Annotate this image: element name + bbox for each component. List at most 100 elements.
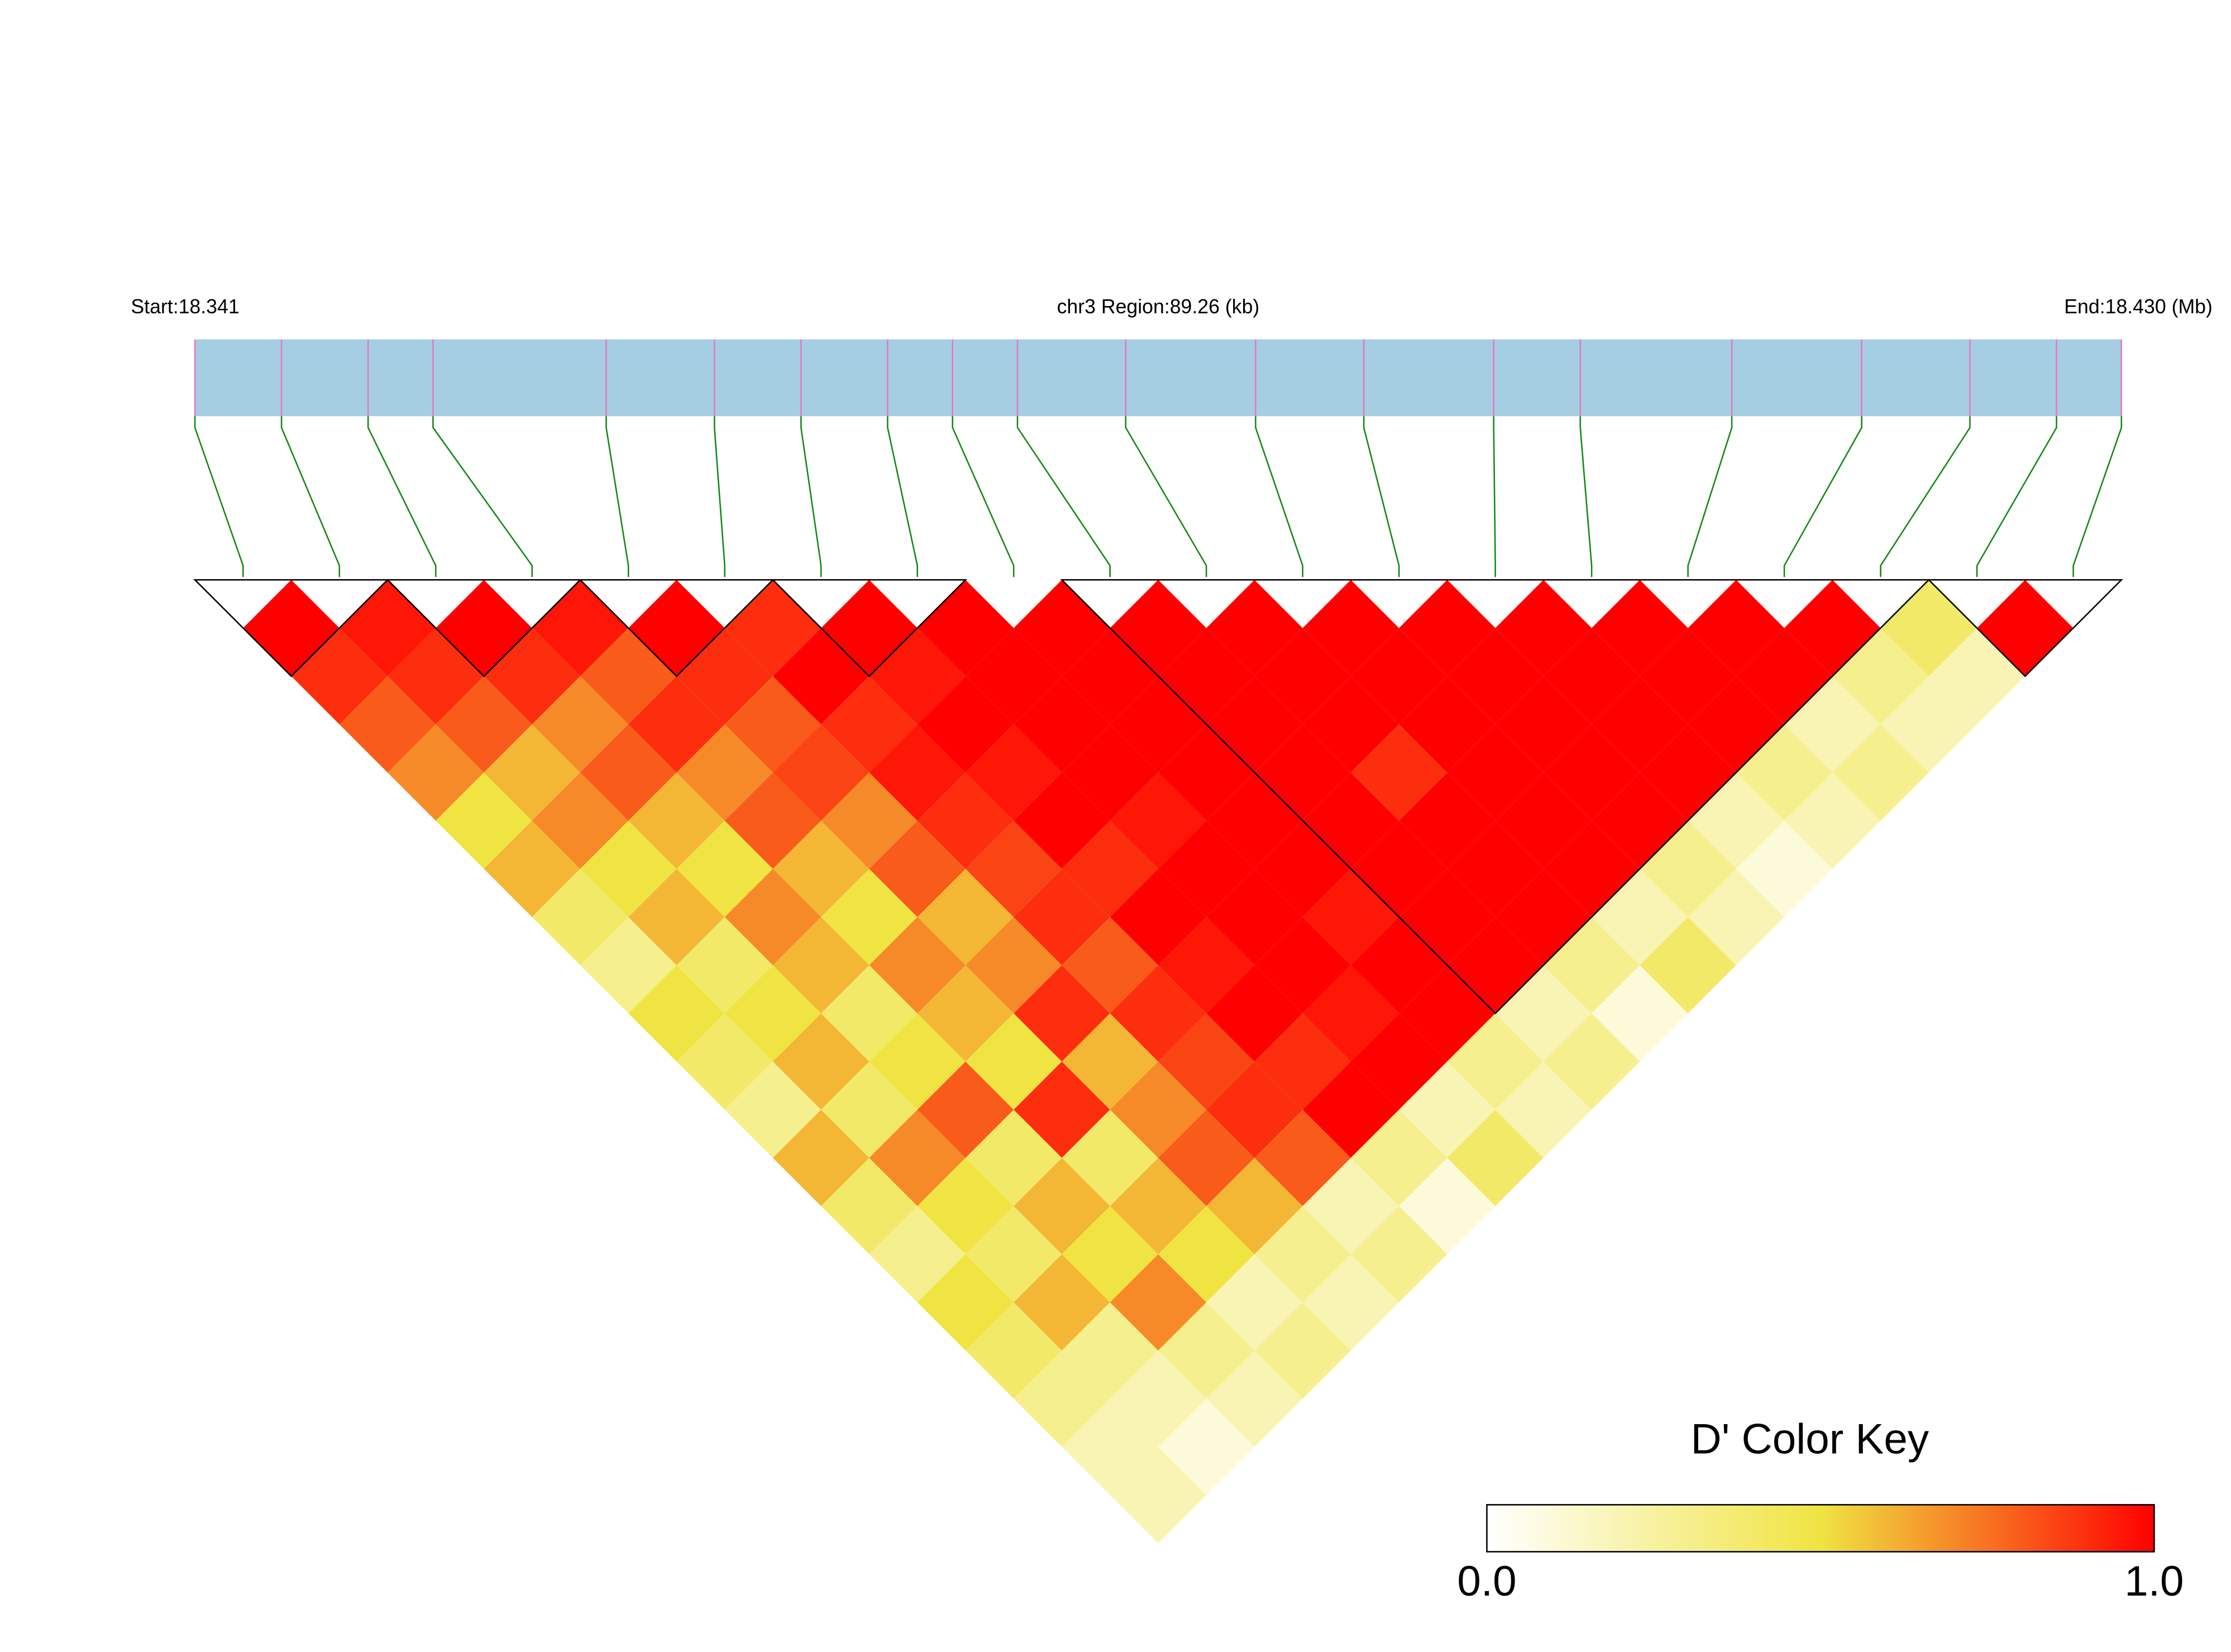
snp-link [1880,416,1971,577]
ld-cell [917,1158,1014,1254]
ld-cell [628,676,725,773]
ld-cell [1206,580,1303,676]
ld-cell [1110,1350,1207,1447]
gene-bar [195,339,2122,417]
ld-cell [1495,772,1592,869]
colorbar [1486,1504,2155,1553]
ld-cell [1014,1158,1110,1254]
ld-cell [1543,1013,1640,1110]
ld-cell [580,820,677,917]
ld-cell [436,676,532,773]
ld-cell [1350,1109,1447,1206]
chart-title: chr3 Region:89.26 (kb) [1057,295,1260,318]
snp-link [1976,416,2057,577]
ld-cell [1880,676,1977,773]
ld-cell [1640,628,1736,725]
ld-cell [917,868,1014,966]
ld-cell [1110,580,1207,676]
ld-cell [1736,628,1833,725]
ld-cell [821,676,918,773]
ld-cell [1014,580,1110,676]
snp-link [952,416,1015,577]
snp-link [1016,416,1111,577]
snp-link [280,416,341,577]
snp-link [2072,416,2123,577]
ld-cell [484,724,581,821]
ld-cell [1592,676,1688,773]
ld-cell [1399,580,1496,676]
ld-cell [917,1254,1014,1351]
ld-cell [1399,965,1496,1062]
ld-cell [339,676,436,773]
ld-cell [532,868,629,966]
ld-cell [580,916,677,1014]
ld-cell [1014,1350,1110,1447]
ld-cell [772,1013,870,1110]
snp-link [1493,416,1496,577]
ld-cell [1928,628,2025,725]
ld-block [1060,579,1931,1015]
ld-cell [772,1109,870,1206]
ld-cell [1254,1013,1351,1110]
ld-cell [1014,1061,1110,1158]
ld-cell [1158,1302,1255,1399]
ld-cell [1206,1350,1303,1447]
ld-cell [676,916,773,1014]
ld-cell [917,965,1014,1062]
ld-cell [1110,868,1207,966]
snp-link [714,416,726,577]
ld-block [578,579,775,677]
ld-cell [1350,820,1447,917]
ld-cell [628,868,725,966]
ld-cell [1495,580,1592,676]
ld-cell [1736,820,1833,917]
ld-cell [1399,676,1496,773]
ld-cell [243,580,340,676]
snp-link [887,416,918,577]
ld-cell [1110,1446,1207,1544]
ld-cell [1495,1061,1592,1158]
ld-cell [1592,868,1688,966]
ld-cell [1062,1302,1158,1399]
ld-cell [724,676,821,773]
ld-cell [1158,1398,1255,1495]
ld-cell [1688,868,1785,966]
ld-cell [1110,1061,1207,1158]
snp-link [367,416,437,577]
ld-cell [1110,1254,1207,1351]
start-label: Start:18.341 [131,295,239,318]
snp-link [432,416,533,577]
ld-cell [1688,676,1785,773]
ld-cell [1592,965,1688,1062]
ld-cell [772,724,870,821]
ld-cell [1495,965,1592,1062]
ld-cell [1350,724,1447,821]
ld-cell [1302,580,1399,676]
ld-cell [1158,724,1255,821]
ld-cell [1158,820,1255,917]
colorbar-tick-label: 1.0 [2124,1558,2184,1605]
ld-cell [1206,676,1303,773]
end-label: End:18.430 (Mb) [2064,295,2213,318]
colorbar-title: D' Color Key [1691,1415,1929,1463]
ld-cell [580,724,677,821]
ld-cell [869,724,966,821]
ld-cell [965,724,1062,821]
ld-cell [1640,916,1736,1014]
ld-cell [532,676,629,773]
ld-cell [1062,724,1158,821]
ld-cell [1158,1013,1255,1110]
snp-link [1687,416,1733,577]
ld-cell [388,724,484,821]
ld-block [1927,579,2123,677]
ld-cell [1158,1206,1255,1302]
ld-cell [965,1302,1062,1399]
ld-cell [917,676,1014,773]
ld-cell [1784,772,1881,869]
ld-cell [1543,724,1640,821]
ld-cell [628,772,725,869]
ld-cell [1158,1109,1255,1206]
ld-cell [1543,820,1640,917]
ld-cell [676,628,773,725]
